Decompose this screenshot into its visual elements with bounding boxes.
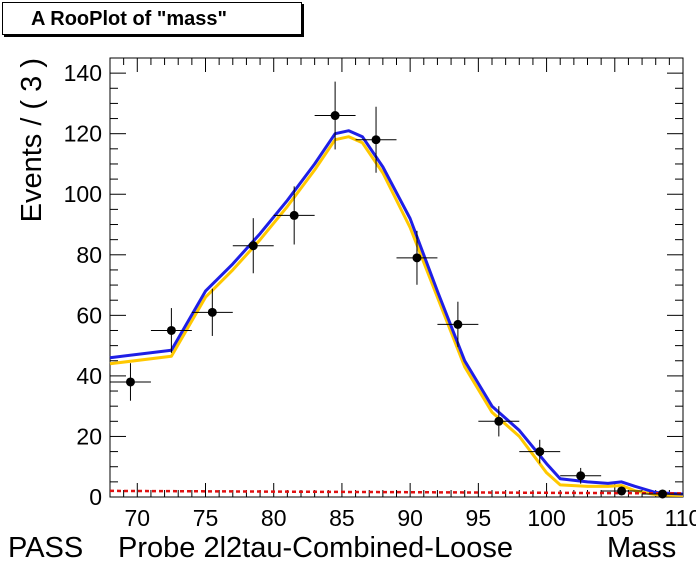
x-label-mass: Mass	[607, 532, 677, 564]
x-tick-label: 90	[397, 505, 423, 528]
data-point	[412, 253, 422, 263]
x-tick-label: 95	[466, 505, 492, 528]
x-tick-label: 100	[527, 505, 565, 528]
plot-frame	[109, 57, 684, 498]
y-tick-label: 40	[76, 363, 102, 389]
y-tick-label: 100	[64, 181, 102, 207]
x-label-pass: PASS	[8, 532, 84, 564]
data-point	[289, 210, 299, 220]
y-tick-label: 60	[76, 302, 102, 328]
data-point	[576, 471, 586, 481]
x-axis-label: PASS Probe 2l2tau-Combined-Loose Mass	[0, 528, 696, 568]
x-tick-label: 105	[596, 505, 634, 528]
y-tick-label: 80	[76, 242, 102, 268]
y-tick-label: 140	[64, 60, 102, 86]
data-point	[617, 486, 627, 496]
chart: 70 75 80 85 90 95 100 105 110 0 20 40 60 80 100 120 140 E…	[16, 57, 696, 528]
data-point	[453, 319, 463, 329]
x-tick-label: 85	[329, 505, 355, 528]
data-point	[166, 325, 176, 335]
x-tick-label: 110	[665, 505, 696, 528]
model-curve-2	[109, 489, 684, 495]
data-point	[494, 416, 504, 426]
y-tick-label: 0	[89, 484, 102, 510]
data-point	[371, 135, 381, 145]
x-label-probe: Probe 2l2tau-Combined-Loose	[118, 532, 513, 564]
model-curve-1	[109, 135, 684, 497]
x-tick-label: 70	[124, 505, 150, 528]
data-point	[535, 447, 545, 457]
plot-title: A RooPlot of "mass"	[2, 2, 302, 35]
data-point	[248, 241, 258, 251]
x-tick-label: 75	[193, 505, 219, 528]
y-axis-label: Events / ( 3 )	[16, 58, 48, 222]
x-tick-label: 80	[261, 505, 287, 528]
model-curve-0	[109, 129, 684, 496]
y-tick-label: 120	[64, 121, 102, 147]
data-point	[330, 111, 340, 121]
data-point	[125, 377, 135, 387]
y-tick-label: 20	[76, 423, 102, 449]
data-point	[658, 489, 668, 499]
data-point	[207, 307, 217, 317]
